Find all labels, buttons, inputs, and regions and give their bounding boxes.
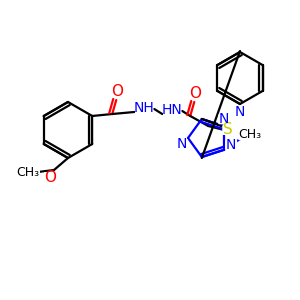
FancyBboxPatch shape [44, 172, 56, 182]
Text: N: N [235, 105, 245, 119]
Text: CH₃: CH₃ [238, 128, 262, 141]
Text: O: O [44, 169, 56, 184]
FancyBboxPatch shape [163, 104, 181, 116]
FancyBboxPatch shape [234, 107, 246, 117]
FancyBboxPatch shape [111, 87, 123, 97]
Text: HN: HN [162, 103, 183, 117]
Text: N: N [219, 112, 230, 126]
FancyBboxPatch shape [225, 140, 237, 150]
FancyBboxPatch shape [218, 114, 230, 124]
FancyBboxPatch shape [222, 125, 234, 135]
FancyBboxPatch shape [176, 139, 188, 149]
Text: CH₃: CH₃ [16, 166, 40, 178]
FancyBboxPatch shape [135, 102, 153, 114]
Text: NH: NH [134, 101, 154, 115]
Text: N: N [177, 137, 187, 151]
Text: S: S [224, 122, 233, 137]
FancyBboxPatch shape [238, 129, 262, 140]
Text: O: O [189, 86, 201, 101]
FancyBboxPatch shape [16, 167, 40, 178]
Text: N: N [226, 138, 236, 152]
FancyBboxPatch shape [189, 89, 201, 99]
Text: O: O [111, 85, 123, 100]
